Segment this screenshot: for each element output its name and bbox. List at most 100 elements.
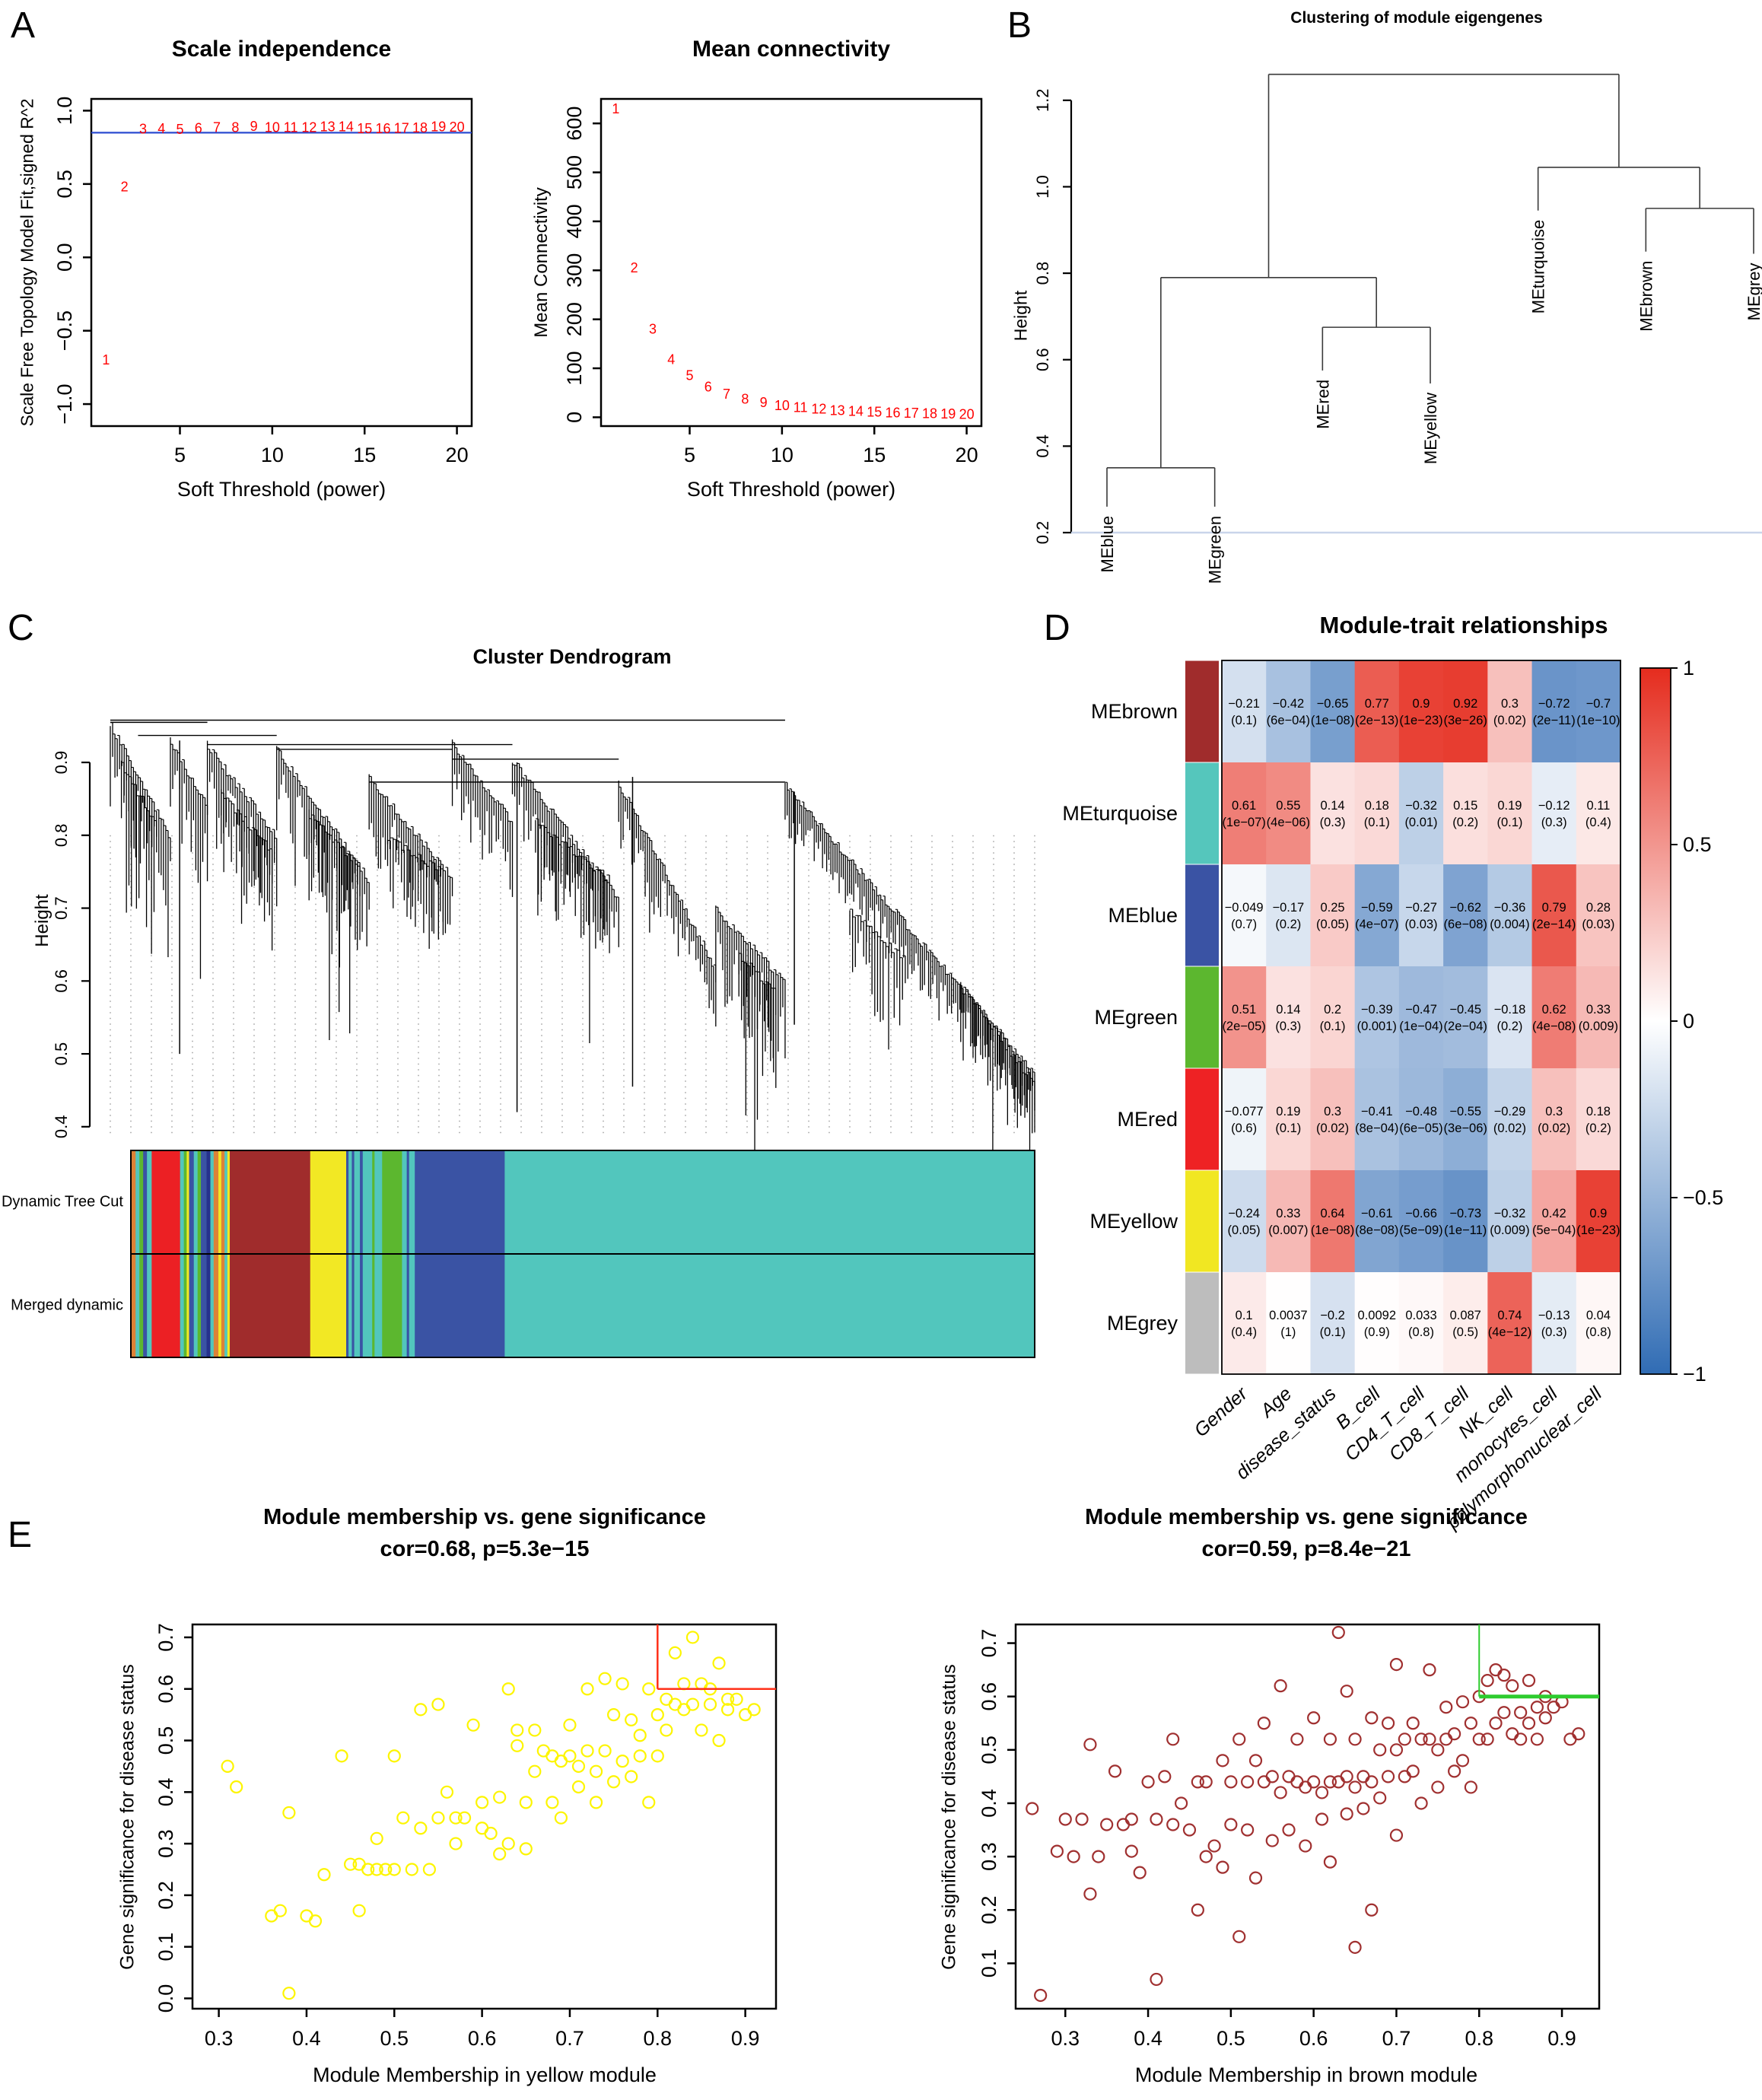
module-color-segment xyxy=(227,1150,231,1254)
heatmap-cell xyxy=(1310,1272,1356,1374)
heatmap-cell xyxy=(1354,1170,1400,1272)
heatmap-cell xyxy=(1266,762,1311,864)
gene-point xyxy=(1034,1988,1048,2003)
module-color-segment xyxy=(310,1150,347,1254)
gene-point xyxy=(1373,1791,1387,1805)
heatmap-cell xyxy=(1222,966,1267,1068)
heatmap-cell-pvalue: (0.9) xyxy=(1364,1325,1390,1339)
module-color-segment xyxy=(224,1254,228,1357)
gene-point xyxy=(405,1863,418,1876)
heatmap-cell xyxy=(1266,966,1311,1068)
gene-point xyxy=(1191,1775,1204,1789)
heatmap-cell xyxy=(1443,762,1488,864)
module-color-swatch xyxy=(1185,1170,1219,1272)
gene-point xyxy=(273,1904,287,1917)
gene-point xyxy=(1389,1743,1404,1757)
module-color-segment xyxy=(348,1150,353,1254)
heatmap-cell xyxy=(1222,864,1267,966)
heatmap-cell xyxy=(1398,1068,1444,1170)
gene-point xyxy=(1340,1770,1353,1783)
heatmap-cell-pvalue: (0.02) xyxy=(1493,714,1526,727)
gene-point xyxy=(554,1811,568,1825)
heatmap-cell xyxy=(1354,864,1400,966)
x-tick-label: 0.9 xyxy=(731,2027,760,2050)
heatmap-cell xyxy=(1222,1170,1267,1272)
module-color-swatch xyxy=(1185,966,1219,1068)
power-point-label: 7 xyxy=(723,387,730,402)
gene-point xyxy=(712,1656,726,1670)
gene-point xyxy=(1356,1770,1370,1783)
gene-point xyxy=(1092,1850,1105,1863)
module-color-segment xyxy=(415,1150,505,1254)
y-tick-label: 100 xyxy=(563,352,586,386)
heatmap-cell-pvalue: (0.3) xyxy=(1275,1020,1301,1033)
heatmap-cell-pvalue: (0.02) xyxy=(1538,1122,1570,1135)
gene-point xyxy=(1158,1770,1172,1783)
x-tick-label: 0.3 xyxy=(205,2027,234,2050)
gene-point xyxy=(1133,1866,1147,1879)
module-color-segment xyxy=(409,1254,415,1357)
heatmap-cell xyxy=(1310,1170,1356,1272)
y-tick-label: 0.4 xyxy=(154,1778,177,1807)
heatmap-cell-value: 0.3 xyxy=(1501,697,1519,711)
gene-point xyxy=(282,1806,296,1820)
heatmap-cell xyxy=(1487,660,1533,762)
gene-point xyxy=(563,1718,577,1732)
module-color-segment xyxy=(218,1150,222,1254)
gene-point xyxy=(1232,1930,1246,1943)
heatmap-cell-pvalue: (0.1) xyxy=(1320,1020,1346,1033)
heatmap-cell-value: −0.48 xyxy=(1405,1105,1437,1118)
heatmap-cell xyxy=(1576,1272,1621,1374)
gene-dendrogram xyxy=(110,719,1035,1211)
y-tick-label: 0.1 xyxy=(978,1949,1000,1978)
heatmap-cell xyxy=(1531,1068,1577,1170)
heatmap-cell-pvalue: (5e−09) xyxy=(1399,1223,1442,1237)
module-leaf-label: MEred xyxy=(1313,380,1332,429)
module-color-segment xyxy=(143,1150,148,1254)
gene-point xyxy=(221,1759,234,1774)
heatmap-cell xyxy=(1443,660,1488,762)
gene-point xyxy=(1547,1701,1560,1714)
x-tick-label: 0.5 xyxy=(1217,2027,1245,2050)
heatmap-cell-value: −0.12 xyxy=(1538,799,1570,813)
heatmap-cell-pvalue: (0.3) xyxy=(1541,816,1567,829)
gene-point xyxy=(1448,1727,1461,1741)
heatmap-cell-pvalue: (0.01) xyxy=(1404,816,1437,829)
gene-point xyxy=(317,1868,331,1882)
gene-point xyxy=(1381,1717,1395,1730)
gene-point xyxy=(1414,1796,1428,1810)
gene-point xyxy=(1224,1818,1238,1831)
module-color-segment xyxy=(351,1254,355,1357)
module-color-segment xyxy=(346,1254,349,1357)
module-row-label: MEyellow xyxy=(1089,1210,1178,1233)
module-color-segment xyxy=(382,1150,402,1254)
power-point-label: 6 xyxy=(704,380,712,395)
gene-point xyxy=(1124,1812,1138,1826)
colorbar xyxy=(1640,667,1671,1375)
power-point-label: 20 xyxy=(450,119,465,135)
gene-point xyxy=(493,1847,507,1861)
gene-point xyxy=(703,1698,717,1711)
gene-point xyxy=(1365,1903,1379,1917)
module-color-segment xyxy=(224,1150,228,1254)
power-point-label: 18 xyxy=(412,120,428,135)
heatmap-cell-value: 0.11 xyxy=(1586,799,1610,813)
y-tick-label: 0.5 xyxy=(154,1726,177,1755)
gene-point xyxy=(1290,1775,1304,1789)
gene-point xyxy=(1299,1780,1312,1794)
x-tick-label: 0.6 xyxy=(468,2027,497,2050)
heatmap-cell-value: −0.27 xyxy=(1405,901,1437,915)
module-color-segment xyxy=(197,1254,202,1357)
heatmap-cell-value: 0.04 xyxy=(1586,1309,1611,1322)
heatmap-cell-pvalue: (0.1) xyxy=(1275,1122,1301,1135)
gene-point xyxy=(282,1987,296,2000)
heatmap-cell-pvalue: (1e−08) xyxy=(1311,714,1354,727)
gene-point xyxy=(668,1646,682,1659)
heatmap-cell-pvalue: (8e−08) xyxy=(1355,1223,1398,1237)
gene-point xyxy=(1506,1679,1519,1693)
module-color-segment xyxy=(374,1150,383,1254)
gene-point xyxy=(1472,1732,1486,1746)
gene-point xyxy=(720,1703,735,1717)
heatmap-cell-pvalue: (2e−05) xyxy=(1222,1020,1265,1033)
gene-point xyxy=(1356,1802,1370,1815)
